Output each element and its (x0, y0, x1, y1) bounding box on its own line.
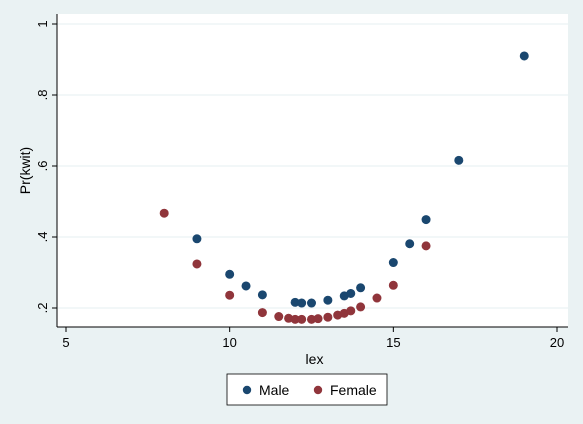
x-tick-label: 20 (550, 335, 564, 350)
legend-label-male: Male (259, 382, 290, 398)
point-male (257, 290, 267, 300)
point-female (313, 314, 323, 324)
legend-box (226, 373, 388, 406)
point-male (454, 155, 464, 165)
point-male (241, 281, 251, 291)
y-tick-label: .2 (35, 303, 50, 314)
legend-marker-male (242, 385, 252, 395)
y-tick-label: 1 (35, 20, 50, 27)
y-tick-label: .8 (35, 90, 50, 101)
point-female (297, 314, 307, 324)
point-male (356, 283, 366, 293)
point-female (388, 280, 398, 290)
point-male (519, 51, 529, 61)
axes: .2.4.6.815 10 15 20 (35, 14, 568, 350)
point-male (346, 288, 356, 298)
point-male (388, 258, 398, 268)
legend-marker-female (313, 385, 323, 395)
x-tick-label: 15 (386, 335, 400, 350)
x-axis-label: lex (306, 351, 324, 367)
point-female (192, 259, 202, 269)
point-male (405, 239, 415, 249)
point-female (372, 293, 382, 303)
point-male (192, 234, 202, 244)
x-tick-label: 10 (222, 335, 236, 350)
point-female (356, 302, 366, 312)
point-female (274, 312, 284, 322)
point-male (323, 295, 333, 305)
plot-area (57, 14, 568, 327)
point-female (225, 290, 235, 300)
y-tick-label: .6 (35, 161, 50, 172)
point-female (159, 208, 169, 218)
y-axis-label: Pr(kwit) (17, 147, 33, 194)
point-male (306, 298, 316, 308)
legend: Male Female (226, 373, 388, 406)
point-female (421, 241, 431, 251)
point-male (421, 215, 431, 225)
point-male (225, 269, 235, 279)
point-female (323, 312, 333, 322)
x-tick-label: 5 (62, 335, 69, 350)
legend-label-female: Female (330, 382, 377, 398)
y-tick-label: .4 (35, 232, 50, 243)
data-points (159, 51, 529, 324)
point-female (346, 306, 356, 316)
grid-lines (57, 23, 568, 309)
point-female (257, 308, 267, 318)
point-male (297, 298, 307, 308)
